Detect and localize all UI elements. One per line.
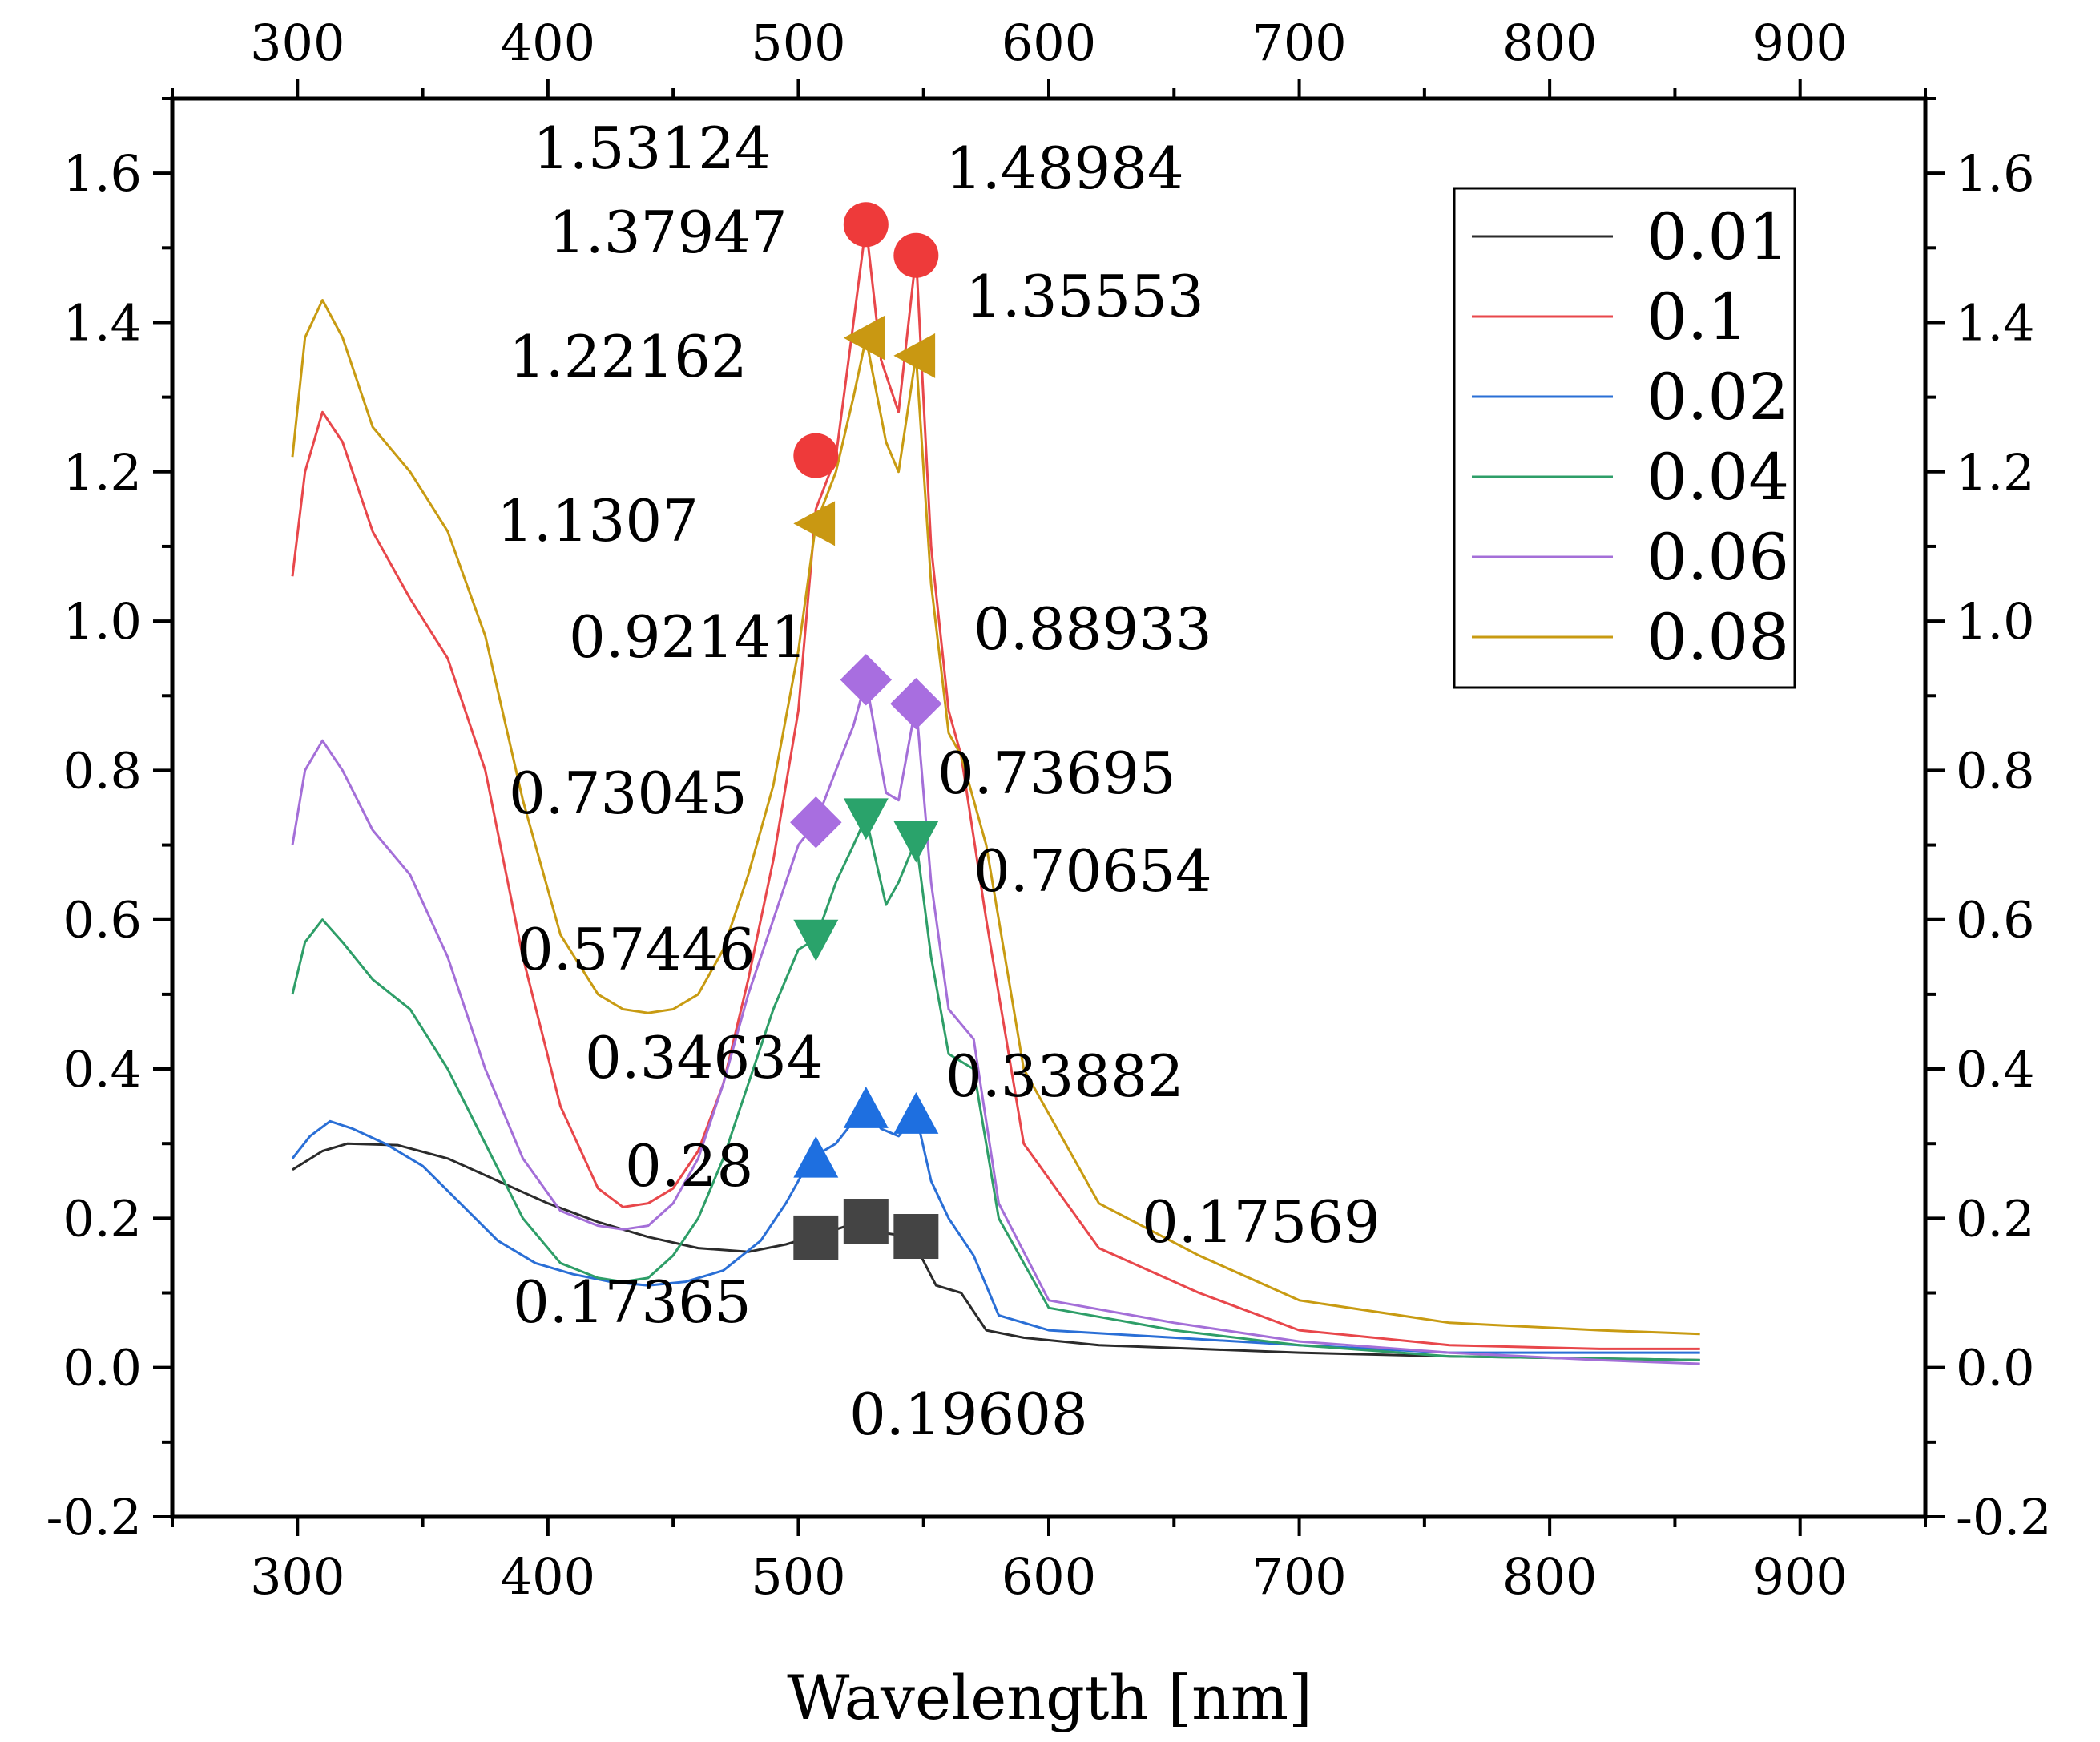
y-tick-label-left-0.6: 0.6 xyxy=(62,891,142,950)
y-tick-label-left-1.0: 1.0 xyxy=(62,592,142,651)
peak-label-0.02-547: 0.33882 xyxy=(945,1042,1184,1110)
x-tick-label-bottom-400: 400 xyxy=(501,1547,595,1606)
series-line-0.04 xyxy=(291,816,1700,1361)
peak-label-0.08-547: 1.35553 xyxy=(965,263,1204,330)
series-line-0.06 xyxy=(291,679,1700,1365)
peak-label-0.04-547: 0.70654 xyxy=(973,837,1212,905)
y-tick-label-right-1.6: 1.6 xyxy=(1956,144,2035,203)
peak-marker-0.02-507 xyxy=(793,1135,839,1178)
x-tick-label-top-400: 400 xyxy=(501,14,595,72)
y-tick-label-right-0.2: 0.2 xyxy=(1956,1189,2035,1248)
peak-label-0.02-527: 0.34634 xyxy=(585,1024,824,1091)
y-tick-label-left-1.6: 1.6 xyxy=(62,144,142,203)
legend-label-0.1: 0.1 xyxy=(1647,280,1748,354)
x-tick-label-top-500: 500 xyxy=(751,14,845,72)
peak-label-0.02-507: 0.28 xyxy=(625,1132,753,1200)
peak-label-0.01-507: 0.17365 xyxy=(513,1268,752,1336)
peak-label-0.1-527: 1.53124 xyxy=(533,115,772,182)
x-axis-title: Wavelength [nm] xyxy=(787,1662,1312,1733)
peak-marker-0.06-527 xyxy=(840,654,893,706)
peak-label-0.01-527: 0.19608 xyxy=(849,1381,1088,1448)
peak-marker-0.06-547 xyxy=(890,678,942,730)
y-tick-label-right-0.0: 0.0 xyxy=(1956,1339,2035,1397)
x-tick-label-bottom-600: 600 xyxy=(1002,1547,1096,1606)
legend-label-0.02: 0.02 xyxy=(1647,360,1789,434)
peak-label-0.06-527: 0.92141 xyxy=(569,603,808,671)
peak-label-0.01-547: 0.17569 xyxy=(1142,1188,1381,1256)
plot-area xyxy=(291,202,1700,1365)
legend-label-0.06: 0.06 xyxy=(1647,520,1789,595)
peak-marker-0.06-507 xyxy=(790,796,842,849)
y-tick-label-left-0.8: 0.8 xyxy=(62,741,142,800)
legend-box xyxy=(1453,187,1796,689)
x-tick-label-bottom-500: 500 xyxy=(751,1547,845,1606)
peak-marker-0.04-527 xyxy=(843,798,889,841)
legend-label-0.04: 0.04 xyxy=(1647,440,1789,514)
y-tick-label-left-1.2: 1.2 xyxy=(62,443,142,502)
x-tick-label-bottom-900: 900 xyxy=(1753,1547,1848,1606)
y-tick-label-left-1.4: 1.4 xyxy=(62,293,142,352)
y-tick-label-right-1.2: 1.2 xyxy=(1956,443,2035,502)
peak-marker-0.01-527 xyxy=(843,1199,889,1244)
peak-marker-0.08-527 xyxy=(843,315,885,361)
series-line-0.08 xyxy=(291,299,1700,1336)
legend-label-0.08: 0.08 xyxy=(1647,600,1789,675)
y-tick-label-right-0.8: 0.8 xyxy=(1956,741,2035,800)
peak-marker-0.1-547 xyxy=(893,232,939,278)
x-tick-label-top-900: 900 xyxy=(1753,14,1848,72)
y-tick-label-left-0.2: 0.2 xyxy=(62,1189,142,1248)
series-line-0.1 xyxy=(291,224,1700,1350)
x-tick-label-top-600: 600 xyxy=(1002,14,1096,72)
peak-marker-0.08-547 xyxy=(893,333,936,378)
x-tick-label-bottom-300: 300 xyxy=(250,1547,345,1606)
peak-label-0.1-547: 1.48984 xyxy=(945,135,1184,202)
peak-label-0.06-507: 0.73045 xyxy=(509,760,748,827)
y-tick-label-right-0.6: 0.6 xyxy=(1956,891,2035,950)
peak-marker-0.08-507 xyxy=(793,501,836,546)
peak-label-0.08-527: 1.37947 xyxy=(549,199,788,266)
peak-annotations: 0.17365 0.19608 0.17569 1.22162 1.53124 1.489… xyxy=(497,115,1381,1448)
peak-marker-0.02-547 xyxy=(893,1092,939,1134)
x-tick-label-top-300: 300 xyxy=(250,14,345,72)
peak-label-0.1-507: 1.22162 xyxy=(509,323,748,390)
peak-label-0.08-507: 1.1307 xyxy=(497,487,699,554)
peak-marker-0.1-507 xyxy=(793,433,839,478)
peak-marker-0.01-547 xyxy=(893,1214,939,1260)
x-tick-label-top-700: 700 xyxy=(1252,14,1346,72)
axes: 300 300 400 400 500 500 600 600 700 700 800 800 900 9… xyxy=(46,14,2051,1606)
peak-marker-0.1-527 xyxy=(843,202,889,248)
peak-marker-0.04-547 xyxy=(893,821,939,863)
y-tick-label-left--0.2: -0.2 xyxy=(46,1488,142,1546)
legend: 0.010.10.020.040.060.08 xyxy=(1453,187,1796,689)
peak-marker-0.01-507 xyxy=(793,1215,839,1260)
peak-label-0.04-507: 0.57446 xyxy=(517,916,756,983)
peak-label-0.04-527: 0.73695 xyxy=(937,740,1176,807)
peak-marker-0.02-527 xyxy=(843,1087,889,1128)
y-tick-label-right-1.0: 1.0 xyxy=(1956,592,2035,651)
y-tick-label-right-0.4: 0.4 xyxy=(1956,1040,2035,1099)
y-tick-label-right--0.2: -0.2 xyxy=(1956,1488,2052,1546)
y-tick-label-left-0.0: 0.0 xyxy=(62,1339,142,1397)
x-tick-label-bottom-800: 800 xyxy=(1502,1547,1597,1606)
legend-label-0.01: 0.01 xyxy=(1647,200,1789,274)
peak-marker-0.04-507 xyxy=(793,919,839,962)
peak-label-0.06-547: 0.88933 xyxy=(973,595,1212,663)
y-tick-label-right-1.4: 1.4 xyxy=(1956,293,2035,352)
x-tick-label-top-800: 800 xyxy=(1502,14,1597,72)
x-tick-label-bottom-700: 700 xyxy=(1252,1547,1346,1606)
y-tick-label-left-0.4: 0.4 xyxy=(62,1040,142,1099)
